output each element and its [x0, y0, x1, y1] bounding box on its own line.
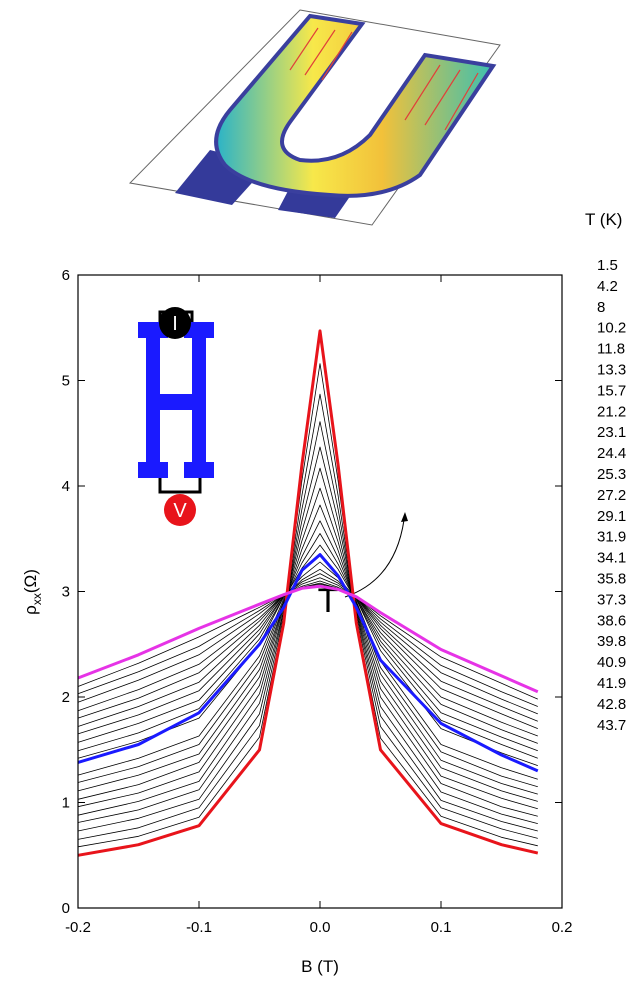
inset-device: I V	[138, 307, 214, 526]
x-tick-label: -0.2	[65, 919, 91, 936]
data-line	[77, 577, 538, 744]
legend-label: 43.7	[597, 717, 626, 734]
legend-label: 24.4	[597, 445, 626, 462]
data-line	[77, 585, 538, 700]
legend-label: 23.1	[597, 424, 626, 441]
legend-label: 29.1	[597, 508, 626, 525]
legend-label: 34.1	[597, 550, 626, 567]
plot-frame	[77, 274, 563, 909]
data-line	[77, 533, 538, 788]
data-line	[77, 580, 538, 737]
legend-label: 35.8	[597, 571, 626, 588]
y-tick-label: 3	[62, 584, 70, 601]
legend-label: 15.7	[597, 382, 626, 399]
legend-label: 8	[597, 299, 605, 316]
annotation: T	[318, 582, 339, 620]
data-line	[77, 487, 538, 810]
legend-label: 11.8	[597, 341, 625, 358]
inset-label: V	[173, 500, 187, 522]
y-tick-label: 4	[62, 478, 70, 495]
data-line	[77, 446, 538, 824]
data-line	[77, 568, 538, 759]
device-illustration	[128, 9, 501, 226]
x-tick-label: 0.2	[552, 919, 573, 936]
legend-label: 10.2	[597, 320, 626, 337]
data-line	[77, 584, 539, 694]
x-axis-title: B (T)	[301, 957, 339, 976]
x-tick-label: -0.1	[186, 919, 212, 936]
y-axis-title: ρxx(Ω)	[21, 569, 44, 615]
legend-label: 38.6	[597, 612, 626, 629]
y-tick-label: 2	[62, 689, 70, 706]
x-tick-label: 0.1	[431, 919, 452, 936]
data-line	[77, 544, 538, 780]
data-line	[77, 583, 538, 722]
data-line	[77, 504, 538, 802]
x-tick-label: 0.0	[310, 919, 331, 936]
legend-label: 13.3	[597, 362, 626, 379]
legend-label: 21.2	[597, 403, 626, 420]
legend-label: 4.2	[597, 278, 618, 295]
data-line	[77, 585, 538, 707]
data-line	[77, 467, 538, 817]
y-tick-label: 0	[62, 900, 70, 917]
legend-label: 27.2	[597, 487, 626, 504]
legend-label: 37.3	[597, 591, 626, 608]
legend-label: 42.8	[597, 696, 626, 713]
y-tick-label: 1	[62, 795, 70, 812]
inset-label: I	[172, 313, 178, 335]
legend-label: 1.5	[597, 257, 618, 274]
legend-label: 25.3	[597, 466, 626, 483]
y-tick-label: 5	[62, 373, 70, 390]
legend-label: 39.8	[597, 633, 626, 650]
data-line	[77, 421, 538, 832]
legend-label: 41.9	[597, 675, 626, 692]
data-line	[77, 520, 538, 795]
data-line	[77, 329, 539, 857]
y-axis-subscript: xx	[30, 593, 44, 605]
plot-lines	[77, 329, 539, 857]
data-line	[77, 393, 538, 840]
data-line	[77, 561, 538, 766]
annotation-arrowhead	[401, 512, 408, 522]
legend-label: 40.9	[597, 654, 626, 671]
data-line	[77, 363, 538, 848]
y-axis-unit: (Ω)	[21, 569, 40, 593]
legend-title: T (K)	[585, 210, 622, 229]
data-line	[77, 553, 539, 773]
data-line	[77, 573, 538, 752]
y-tick-label: 6	[62, 267, 70, 284]
data-line	[77, 582, 538, 729]
annotation-arrow	[344, 519, 405, 598]
y-axis-symbol: ρ	[21, 605, 40, 615]
legend-label: 31.9	[597, 529, 626, 546]
